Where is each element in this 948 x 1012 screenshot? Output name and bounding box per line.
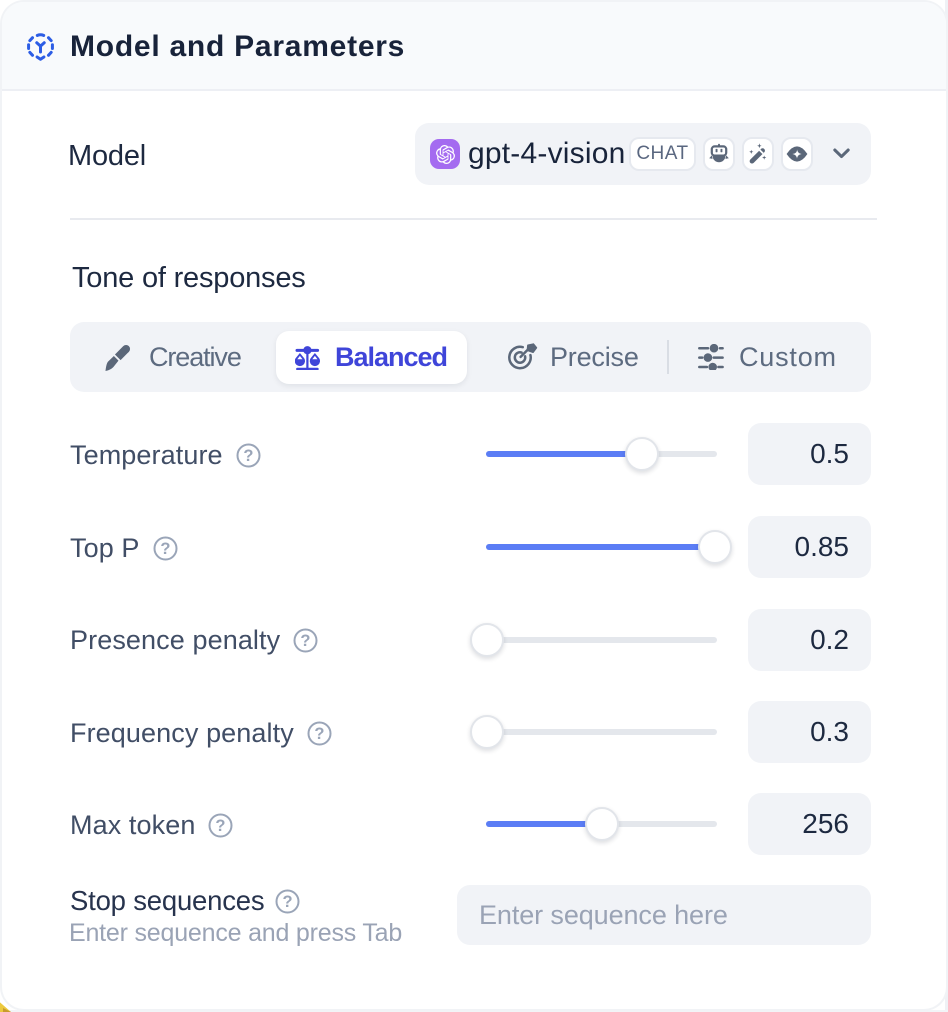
svg-text:?: ?	[243, 447, 253, 465]
svg-text:?: ?	[314, 725, 324, 743]
svg-text:?: ?	[216, 817, 226, 835]
svg-text:?: ?	[160, 540, 170, 558]
svg-text:?: ?	[283, 893, 293, 911]
svg-text:?: ?	[301, 632, 311, 650]
